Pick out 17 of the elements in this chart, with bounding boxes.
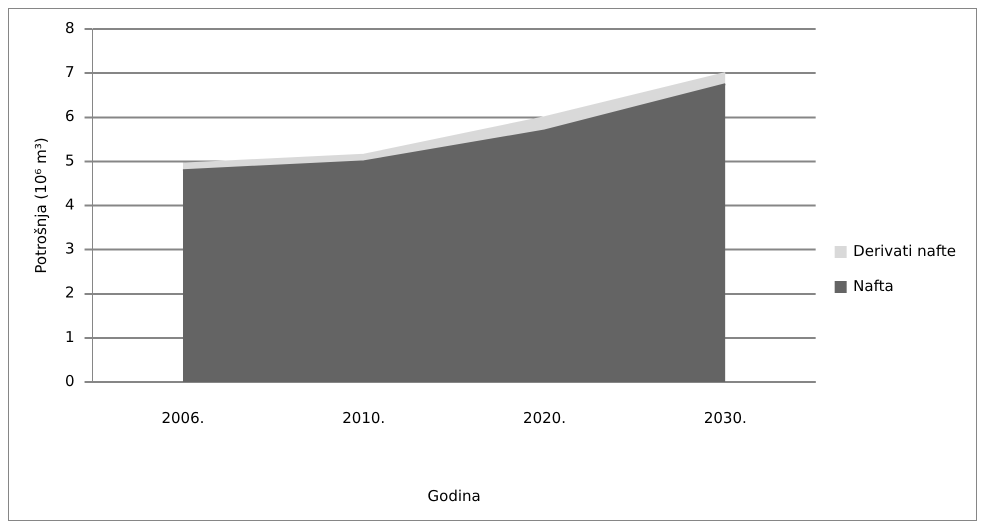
y-tick-label: 8 [64,18,75,37]
y-axis-title: Potrošnja (10⁶ m³) [32,137,50,274]
y-tick-label: 2 [64,284,75,302]
x-tick-label: 2006. [161,408,204,427]
y-tick-label: 6 [64,107,75,126]
x-tick-label: 2020. [523,408,566,427]
legend-label: Derivati nafte [853,242,956,260]
legend-label: Nafta [853,276,894,295]
x-axis-title: Godina [428,486,481,505]
x-tick-label: 2030. [704,408,747,427]
y-tick-label: 4 [64,195,75,214]
y-tick-label: 5 [64,151,75,170]
y-tick-label: 0 [64,372,75,390]
y-tick-label: 3 [64,240,75,258]
x-tick-label: 2010. [342,408,386,427]
y-tick-label: 1 [64,328,75,346]
y-tick-label: 7 [64,63,75,82]
